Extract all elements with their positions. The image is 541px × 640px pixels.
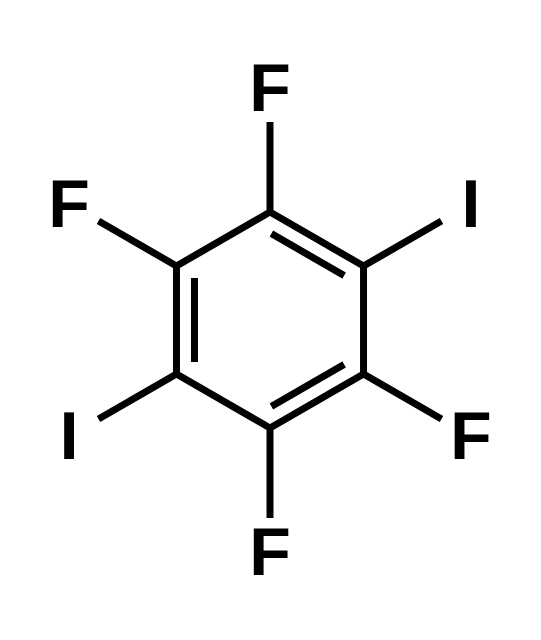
atom-label-top: F — [249, 50, 291, 126]
atom-label-lower_right: F — [450, 398, 492, 474]
sub-bond-upper_right — [364, 221, 442, 266]
atom-label-upper_left: F — [48, 166, 90, 242]
atom-label-upper_right: I — [461, 166, 480, 242]
molecule-diagram: F I F F I F — [0, 0, 541, 640]
atom-label-bottom: F — [249, 514, 291, 590]
atom-label-lower_left: I — [60, 398, 79, 474]
sub-bond-lower_left — [99, 374, 177, 419]
ring-double-0-1 — [271, 234, 344, 276]
ring-bond-3 — [176, 374, 270, 428]
sub-bond-upper_left — [99, 221, 177, 266]
sub-bond-lower_right — [364, 374, 442, 419]
ring-bond-5 — [176, 212, 270, 266]
ring-double-2-3 — [271, 364, 344, 406]
